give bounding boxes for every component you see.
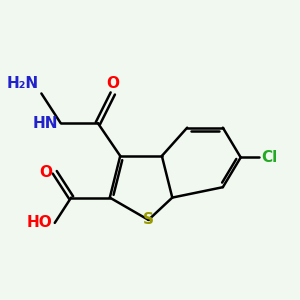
Text: H₂N: H₂N (6, 76, 38, 91)
Text: O: O (39, 165, 52, 180)
Text: S: S (143, 212, 154, 227)
Text: Cl: Cl (262, 150, 278, 165)
Text: O: O (106, 76, 119, 91)
Text: HO: HO (27, 215, 52, 230)
Text: HN: HN (32, 116, 58, 131)
